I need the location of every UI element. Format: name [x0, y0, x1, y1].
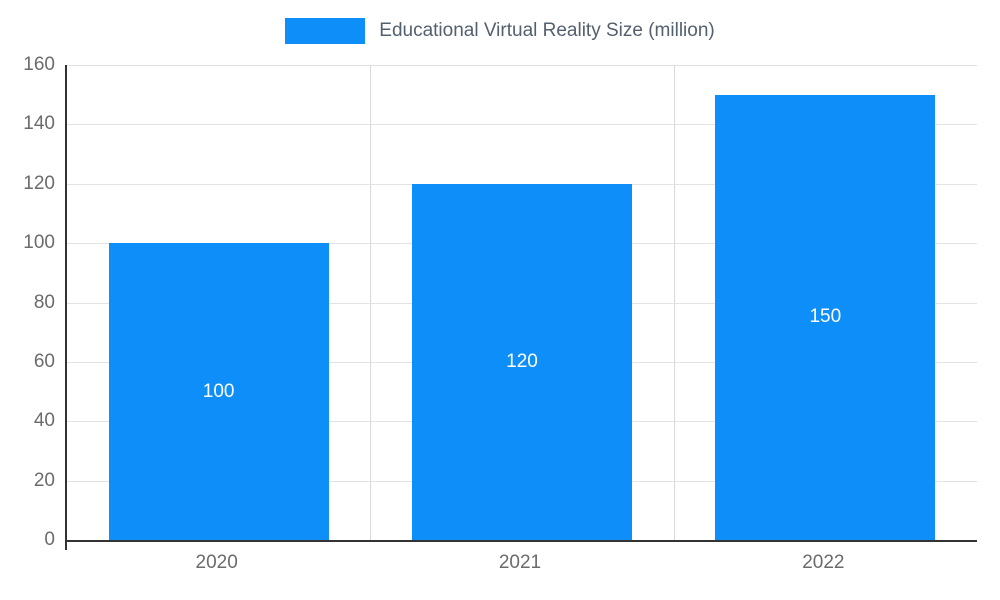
gridline-horizontal: [67, 124, 977, 126]
y-axis-tick-label: 80: [33, 291, 55, 313]
x-axis-tick-label: 2022: [802, 552, 845, 573]
y-axis-tick-label: 120: [23, 172, 55, 194]
gridline-vertical: [673, 65, 675, 540]
chart-legend: Educational Virtual Reality Size (millio…: [0, 18, 1000, 44]
y-axis-tick-label: 20: [33, 469, 55, 491]
plot-area: 100 120 150: [65, 65, 977, 542]
y-axis-tick-label: 140: [23, 113, 55, 135]
y-axis-tick-label: 60: [33, 350, 55, 372]
gridline-vertical: [370, 65, 372, 540]
x-axis-tick-mark: [65, 540, 67, 550]
legend-label: Educational Virtual Reality Size (millio…: [379, 20, 715, 41]
bar-2022: 150: [715, 94, 936, 540]
y-axis-tick-label: 160: [23, 54, 55, 75]
bar-value-label: 120: [506, 350, 538, 372]
legend-swatch-icon: [285, 18, 366, 44]
bar-value-label: 150: [809, 306, 842, 328]
gridline-horizontal: [67, 65, 977, 66]
y-axis-tick-label: 0: [44, 529, 55, 550]
y-axis-tick-label: 40: [33, 410, 55, 432]
y-axis-tick-label: 100: [23, 232, 55, 254]
bar-2020: 100: [108, 243, 329, 540]
x-axis-tick-label: 2020: [195, 552, 238, 573]
bar-value-label: 100: [202, 380, 235, 402]
bar-2021: 120: [412, 183, 632, 540]
x-axis-tick-label: 2021: [498, 552, 542, 573]
